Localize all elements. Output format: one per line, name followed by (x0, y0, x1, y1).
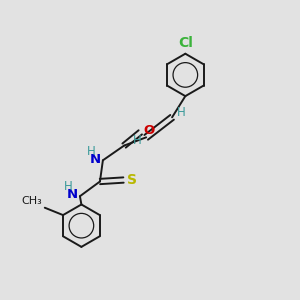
Text: H: H (176, 106, 185, 118)
Text: CH₃: CH₃ (22, 196, 42, 206)
Text: N: N (66, 188, 78, 201)
Text: O: O (143, 124, 154, 137)
Text: S: S (127, 173, 137, 187)
Text: Cl: Cl (178, 36, 193, 50)
Text: N: N (89, 153, 100, 166)
Text: H: H (64, 180, 73, 193)
Text: H: H (87, 145, 96, 158)
Text: H: H (133, 134, 142, 147)
